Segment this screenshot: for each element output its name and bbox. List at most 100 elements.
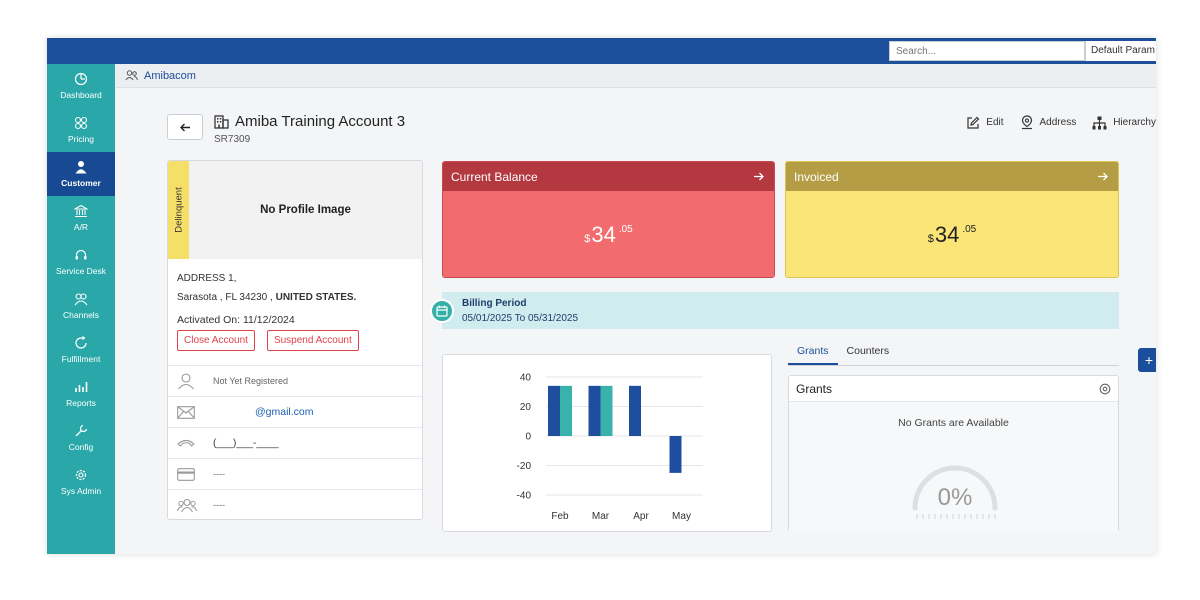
sidebar-item-label: Dashboard bbox=[60, 90, 102, 100]
bank-icon bbox=[74, 204, 88, 218]
customer-icon bbox=[74, 160, 88, 174]
grants-tabs: Grants Counters bbox=[788, 340, 1119, 366]
add-button[interactable]: + bbox=[1138, 348, 1156, 372]
sidebar-item-label: Pricing bbox=[68, 134, 94, 144]
breadcrumb-label[interactable]: Amibacom bbox=[144, 69, 196, 82]
currency-symbol: $ bbox=[584, 233, 591, 245]
settings-icon[interactable] bbox=[1099, 383, 1111, 395]
email-link[interactable]: @gmail.com bbox=[255, 406, 314, 418]
address-country: UNITED STATES. bbox=[275, 292, 357, 303]
hierarchy-icon bbox=[1092, 116, 1107, 129]
card-row: ---- bbox=[168, 458, 422, 489]
dashboard-icon bbox=[74, 72, 88, 86]
sidebar-item-reports[interactable]: Reports bbox=[47, 372, 115, 416]
y-tick-label: 0 bbox=[525, 432, 531, 443]
current-balance-title: Current Balance bbox=[451, 169, 538, 184]
amount-whole: 34 bbox=[934, 222, 960, 247]
gear-icon bbox=[74, 468, 88, 482]
app-window: Default Param Dashboard Pricing Customer A/… bbox=[47, 38, 1156, 554]
x-tick-label: Mar bbox=[592, 511, 610, 522]
edit-action[interactable]: Edit bbox=[966, 116, 1004, 130]
current-balance-card[interactable]: Current Balance $ 34 .05 bbox=[442, 161, 775, 278]
registration-row: Not Yet Registered bbox=[168, 365, 422, 396]
sidebar-item-label: Config bbox=[68, 442, 94, 452]
credit-card-icon bbox=[177, 467, 195, 481]
x-tick-label: Feb bbox=[551, 511, 569, 522]
search-input[interactable] bbox=[889, 41, 1085, 61]
default-param-select[interactable]: Default Param bbox=[1085, 41, 1156, 61]
usage-chart-card: 40 20 0 -20 -40 Feb Mar Apr May bbox=[442, 354, 772, 532]
mail-icon bbox=[177, 405, 195, 419]
account-name: Amiba Training Account 3 bbox=[235, 113, 406, 130]
chart-bar[interactable] bbox=[560, 385, 572, 436]
sidebar-item-fulfillment[interactable]: Fulfillment bbox=[47, 328, 115, 372]
invoiced-title: Invoiced bbox=[794, 169, 839, 184]
calendar-icon bbox=[430, 299, 454, 323]
delinquent-badge: Delinquent bbox=[168, 161, 189, 259]
chart-bar[interactable] bbox=[669, 436, 682, 473]
activated-date: Activated On: 11/12/2024 bbox=[177, 314, 295, 326]
address-block: ADDRESS 1, Sarasota , FL 34230 , UNITED … bbox=[168, 259, 422, 307]
no-grants-message: No Grants are Available bbox=[898, 417, 1009, 429]
y-tick-label: 20 bbox=[520, 402, 532, 413]
address-label: Address bbox=[1039, 117, 1077, 128]
chart-bar[interactable] bbox=[588, 385, 601, 436]
card-value: ---- bbox=[213, 469, 225, 479]
tab-grants[interactable]: Grants bbox=[788, 340, 838, 365]
profile-card: Delinquent No Profile Image ADDRESS 1, S… bbox=[167, 160, 423, 520]
fulfillment-icon bbox=[74, 336, 88, 350]
channels-icon bbox=[74, 292, 88, 306]
phone-row: (___)___-____ bbox=[168, 427, 422, 458]
chart-bar[interactable] bbox=[629, 385, 641, 436]
billing-period-range: 05/01/2025 To 05/31/2025 bbox=[462, 312, 579, 324]
account-title: Amiba Training Account 3 bbox=[214, 113, 405, 130]
edit-icon bbox=[967, 116, 980, 129]
y-tick-label: -40 bbox=[517, 491, 532, 502]
email-row: @gmail.com bbox=[168, 396, 422, 427]
user-icon bbox=[178, 373, 194, 390]
gauge-percent: 0% bbox=[938, 484, 973, 511]
sidebar-item-dashboard[interactable]: Dashboard bbox=[47, 64, 115, 108]
headset-icon bbox=[74, 248, 88, 262]
sidebar-item-label: Reports bbox=[66, 398, 96, 408]
close-account-button[interactable]: Close Account bbox=[177, 330, 255, 351]
sidebar-item-service-desk[interactable]: Service Desk bbox=[47, 240, 115, 284]
sidebar-item-sys-admin[interactable]: Sys Admin bbox=[47, 460, 115, 504]
sidebar-item-config[interactable]: Config bbox=[47, 416, 115, 460]
status-label: Delinquent bbox=[173, 187, 184, 233]
profile-image-placeholder[interactable]: No Profile Image bbox=[189, 161, 422, 259]
back-button[interactable] bbox=[167, 114, 203, 140]
amount-whole: 34 bbox=[591, 222, 616, 247]
sidebar-item-a-r[interactable]: A/R bbox=[47, 196, 115, 240]
sidebar-item-channels[interactable]: Channels bbox=[47, 284, 115, 328]
group-value: ---- bbox=[213, 500, 225, 510]
grants-gauge: 0% bbox=[912, 465, 998, 519]
pricing-icon bbox=[74, 116, 88, 130]
sidebar-item-label: Fulfillment bbox=[61, 354, 101, 364]
sidebar-item-label: A/R bbox=[73, 222, 89, 232]
edit-label: Edit bbox=[986, 117, 1004, 128]
arrow-right-icon bbox=[754, 172, 764, 181]
tab-counters[interactable]: Counters bbox=[846, 345, 890, 357]
address-action[interactable]: Address bbox=[1020, 115, 1077, 130]
grants-title: Grants bbox=[796, 381, 833, 396]
hierarchy-label: Hierarchy bbox=[1113, 117, 1156, 128]
hierarchy-action[interactable]: Hierarchy bbox=[1092, 116, 1156, 130]
phone-icon bbox=[177, 439, 195, 447]
y-tick-label: -20 bbox=[517, 461, 532, 472]
invoiced-card[interactable]: Invoiced $ 34 .05 bbox=[785, 161, 1119, 278]
x-tick-label: May bbox=[672, 511, 691, 522]
account-id: SR7309 bbox=[214, 134, 251, 145]
sidebar-item-customer[interactable]: Customer bbox=[47, 152, 115, 196]
chart-bar[interactable] bbox=[600, 385, 613, 436]
sidebar: Dashboard Pricing Customer A/R Service Desk C… bbox=[47, 64, 115, 554]
address-city: Sarasota , FL 34230 , bbox=[177, 292, 273, 303]
building-icon bbox=[214, 115, 229, 129]
sidebar-item-pricing[interactable]: Pricing bbox=[47, 108, 115, 152]
phone-value: (___)___-____ bbox=[213, 437, 279, 449]
arrow-right-icon bbox=[1098, 172, 1108, 181]
suspend-account-button[interactable]: Suspend Account bbox=[266, 330, 359, 351]
amount-cents: .05 bbox=[962, 224, 977, 235]
chart-bar[interactable] bbox=[548, 385, 560, 436]
users-icon bbox=[125, 70, 138, 81]
